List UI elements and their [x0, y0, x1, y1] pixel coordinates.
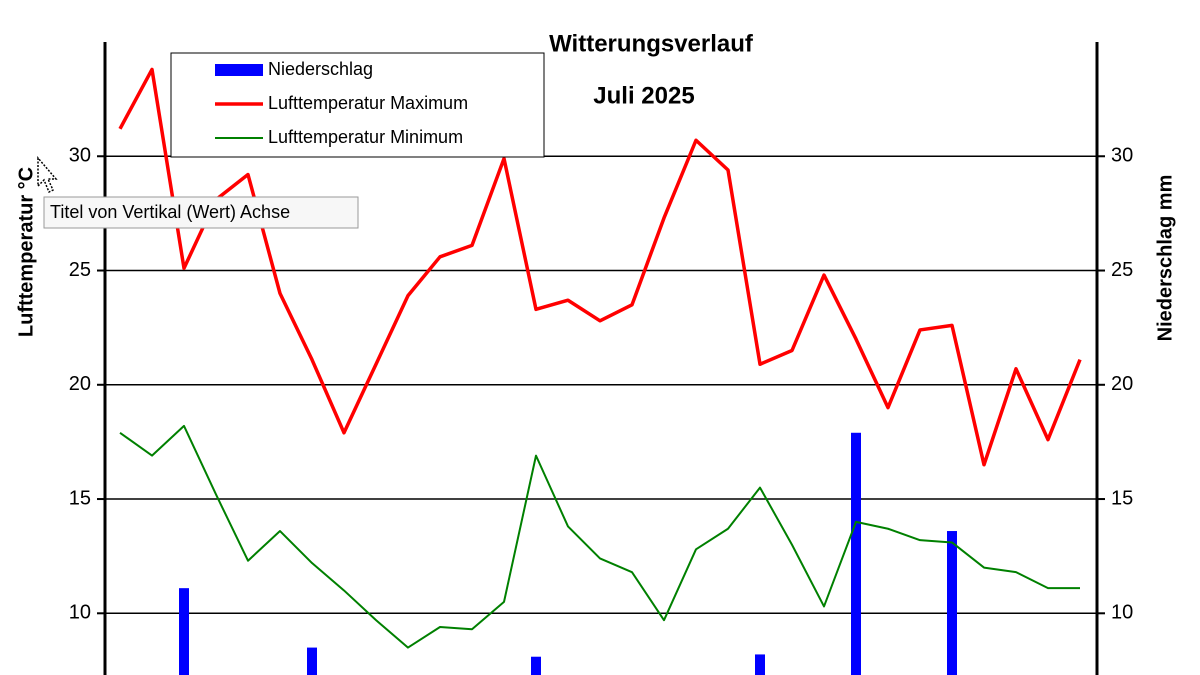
legend-label: Lufttemperatur Maximum	[268, 93, 468, 113]
legend-swatch	[215, 64, 263, 76]
y-tick-label: 20	[69, 373, 91, 395]
line	[118, 67, 1082, 467]
line	[119, 424, 1080, 649]
y2-axis-title: Niederschlag mm	[1154, 175, 1176, 342]
y-tick-label: 15	[69, 487, 91, 509]
legend-label: Niederschlag	[268, 59, 373, 79]
bar	[755, 654, 765, 675]
y2-tick-label: 10	[1111, 602, 1133, 624]
y2-tick-label: 20	[1111, 373, 1133, 395]
y-tick-label: 25	[69, 259, 91, 281]
y2-tick-label: 25	[1111, 259, 1133, 281]
bar	[307, 647, 317, 675]
tooltip: Titel von Vertikal (Wert) Achse	[37, 155, 359, 229]
y2-tick-label: 15	[1111, 487, 1133, 509]
marks	[118, 67, 1082, 675]
y-axis-title[interactable]: Lufttemperatur °C	[15, 167, 37, 337]
y-tick-label: 10	[69, 602, 91, 624]
legend-label: Lufttemperatur Minimum	[268, 127, 463, 147]
bar	[179, 588, 189, 675]
grid	[105, 155, 1097, 615]
tooltip-text: Titel von Vertikal (Wert) Achse	[50, 202, 290, 222]
y2-tick-label: 30	[1111, 145, 1133, 167]
chart-subtitle: Juli 2025	[593, 82, 694, 109]
legend: Niederschlag Lufttemperatur Maximum Luftte…	[170, 52, 545, 158]
y-tick-label: 30	[69, 145, 91, 167]
bar	[531, 656, 541, 675]
bar	[947, 531, 957, 675]
tooltip-box	[43, 196, 359, 229]
cursor	[37, 155, 58, 194]
bar	[851, 432, 861, 675]
chart-title: Witterungsverlauf	[549, 30, 754, 57]
